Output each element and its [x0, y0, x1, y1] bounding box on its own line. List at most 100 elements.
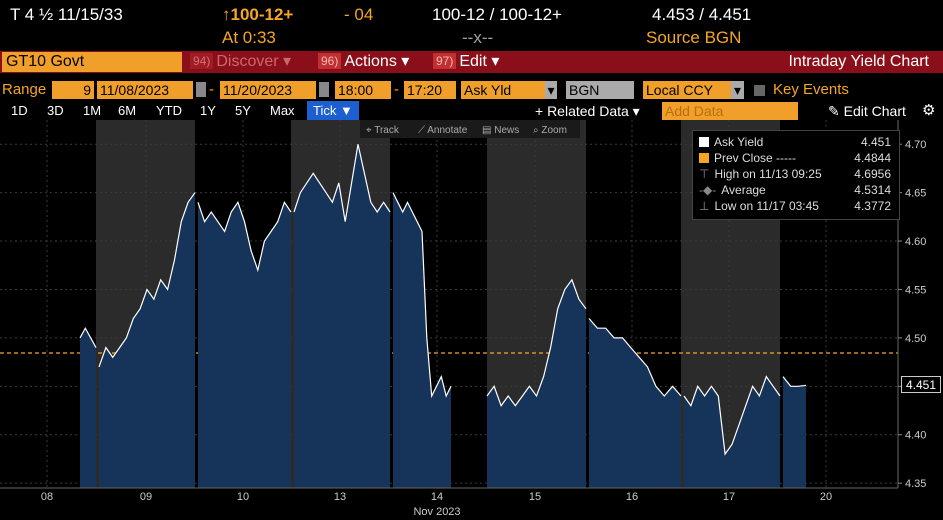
end-time-input[interactable]: 17:20	[404, 81, 456, 99]
legend-ask-yield[interactable]: Ask Yield	[699, 134, 763, 150]
x-tick-label: 14	[431, 491, 443, 503]
annotate-tool[interactable]: ⟋ Annotate	[418, 125, 468, 136]
zoom-tool[interactable]: ⌕ Zoom	[533, 125, 567, 136]
caret-down-icon: ▾	[283, 53, 292, 70]
legend-low: ⊥ Low on 11/17 03:45	[699, 198, 819, 214]
area-11-17	[684, 376, 780, 488]
function-header-bar: GT10 Govt 94) Discover ▾ 96) Actions ▾ 97)…	[0, 51, 943, 73]
field-value: Ask Yld	[464, 82, 512, 98]
x-axis-title: Nov 2023	[413, 506, 460, 518]
actions-number: 96)	[318, 53, 342, 69]
legend-prev-close-value: 4.4844	[854, 151, 891, 165]
edit-label: Edit	[459, 53, 487, 70]
period-3d[interactable]: 3D	[47, 103, 64, 118]
legend-high-label: High on 11/13 09:25	[714, 167, 822, 181]
quote-line: T 4 ½ 11/15/33 ↑100-12+ - 04 100-12 / 10…	[0, 0, 943, 50]
dash-separator: --x--	[462, 28, 494, 47]
low-marker-icon: ⊥	[699, 199, 710, 213]
x-tick-label: 13	[334, 491, 346, 503]
y-tick-label: 4.65	[905, 188, 926, 200]
x-tick-label: 10	[237, 491, 249, 503]
legend-average: -◆- Average	[699, 182, 766, 198]
area-11-14	[393, 192, 451, 488]
chart-legend: Ask Yield 4.451 Prev Close ----- 4.4844 …	[692, 130, 900, 220]
orange-swatch	[699, 153, 709, 163]
y-tick-label: 4.55	[905, 284, 926, 296]
end-date-input[interactable]: 11/20/2023	[220, 81, 316, 99]
currency-select[interactable]: Local CCY	[643, 81, 731, 99]
key-events-checkbox[interactable]	[754, 85, 765, 96]
y-tick-label: 4.40	[905, 430, 926, 442]
price-change: ↑100-12+	[222, 5, 294, 24]
chart-tools: ⌖ Track ⟋ Annotate ▤ News ⌕ Zoom	[360, 120, 580, 138]
caret-down-icon: ▾	[491, 53, 500, 70]
series-line-11-08	[79, 326, 97, 348]
period-1m[interactable]: 1M	[83, 103, 102, 118]
period-ytd[interactable]: YTD	[156, 103, 182, 118]
source-input[interactable]: BGN	[566, 81, 634, 99]
settings-gear-icon[interactable]: ⚙	[922, 102, 936, 119]
x-tick-label: 15	[529, 491, 541, 503]
track-tool[interactable]: ⌖ Track	[366, 125, 400, 136]
series-line-11-16	[588, 318, 682, 397]
series-line-11-17	[683, 375, 781, 456]
legend-high-value: 4.6956	[854, 167, 891, 181]
y-tick-label: 4.60	[905, 236, 926, 248]
news-tool[interactable]: ▤ News	[482, 125, 519, 136]
ticker-input[interactable]: GT10 Govt	[2, 52, 182, 72]
period-max[interactable]: Max	[270, 103, 295, 118]
add-data-input[interactable]: Add Data	[662, 102, 798, 120]
bid-ask-price: 100-12 / 100-12+	[432, 5, 562, 24]
series-line-11-15	[486, 278, 587, 407]
discover-menu[interactable]: 94) Discover ▾	[190, 51, 291, 73]
edit-chart-button[interactable]: ✎ Edit Chart	[828, 103, 906, 119]
legend-average-value: 4.5314	[854, 183, 891, 197]
series-line-11-20	[782, 376, 807, 387]
tick-button[interactable]: Tick ▼	[307, 101, 359, 121]
period-1d[interactable]: 1D	[11, 103, 28, 118]
start-time-input[interactable]: 18:00	[335, 81, 391, 99]
key-events-label: Key Events	[773, 81, 849, 98]
change-value: - 04	[344, 5, 374, 24]
field-dropdown-icon[interactable]: ▾	[545, 81, 557, 99]
legend-ask-yield-value: 4.451	[860, 135, 891, 149]
range-toolbar: Range 9 11/08/2023 - 11/20/2023 18:00 - …	[0, 80, 943, 102]
period-toolbar: 1D 3D 1M 6M YTD 1Y 5Y Max Tick ▼ + Relat…	[0, 101, 943, 121]
y-tick-label: 4.50	[905, 333, 926, 345]
currency-dropdown-icon[interactable]: ▾	[731, 81, 744, 99]
area-11-13	[294, 144, 390, 488]
last-value-label: 4.451	[901, 376, 941, 393]
range-label: Range	[2, 81, 47, 98]
period-6m[interactable]: 6M	[118, 103, 137, 118]
series-line-11-10	[197, 200, 292, 273]
legend-prev-close[interactable]: Prev Close -----	[699, 150, 796, 166]
x-tick-label: 16	[626, 491, 638, 503]
high-marker-icon: ⊤	[699, 167, 710, 181]
period-5y[interactable]: 5Y	[235, 103, 251, 118]
bid-ask-yield: 4.453 / 4.451	[652, 5, 752, 24]
interval-input[interactable]: 9	[52, 81, 94, 99]
actions-label: Actions	[344, 53, 397, 70]
legend-ask-yield-label: Ask Yield	[714, 135, 764, 149]
security-symbol: T 4 ½ 11/15/33	[10, 5, 123, 24]
calendar-icon[interactable]	[196, 82, 206, 97]
edit-number: 97)	[433, 53, 457, 69]
y-tick-label: 4.35	[905, 478, 926, 490]
legend-prev-close-label: Prev Close -----	[714, 151, 797, 165]
area-11-16	[589, 318, 681, 488]
x-tick-label: 09	[140, 491, 152, 503]
period-1y[interactable]: 1Y	[200, 103, 216, 118]
page-title: Intraday Yield Chart	[788, 53, 929, 70]
currency-value: Local CCY	[646, 82, 713, 98]
related-data-button[interactable]: + Related Data ▾	[535, 103, 640, 119]
chart-tools-bg	[360, 120, 580, 138]
start-date-input[interactable]: 11/08/2023	[97, 81, 193, 99]
actions-menu[interactable]: 96) Actions ▾	[318, 51, 409, 73]
average-marker-icon: -◆-	[699, 183, 717, 197]
x-tick-label: 08	[41, 491, 53, 503]
caret-down-icon: ▾	[401, 53, 410, 70]
field-select[interactable]: Ask Yld	[461, 81, 545, 99]
x-tick-label: 20	[820, 491, 832, 503]
edit-menu[interactable]: 97) Edit ▾	[433, 51, 499, 73]
calendar-icon[interactable]	[319, 82, 329, 97]
